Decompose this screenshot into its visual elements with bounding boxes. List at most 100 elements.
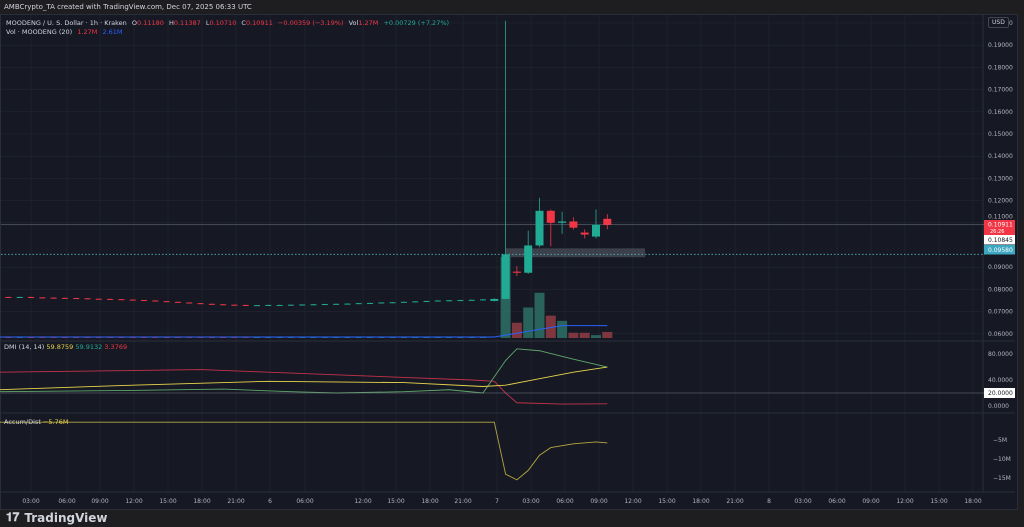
volume-bar: [61, 337, 68, 338]
volume-bar: [355, 337, 362, 338]
support-zone: [505, 248, 645, 258]
close-label: C: [241, 19, 246, 27]
volume-bar: [545, 315, 556, 338]
dmi-axis-label: 0.0000: [988, 403, 1009, 410]
accum-dist-line: [0, 421, 608, 481]
dmi-axis-label: 80.0000: [988, 351, 1013, 358]
candle-body: [355, 303, 362, 305]
price-tick-label: 0.12000: [988, 198, 1013, 205]
time-tick-label: 03:00: [794, 498, 811, 505]
dmi-plus-line: [0, 348, 608, 394]
ad-axis-label: −5M: [993, 437, 1007, 444]
candle-body: [378, 302, 385, 304]
candle-body: [50, 297, 57, 299]
high-value: 0.11387: [173, 19, 201, 27]
candle-body: [28, 296, 34, 298]
mid-price-label-bg: [984, 235, 1015, 245]
candle-body: [16, 296, 23, 298]
open-label: O: [131, 19, 137, 27]
volume-bar: [242, 337, 249, 338]
last-price-label: 0.10911: [988, 222, 1013, 229]
candle-body: [321, 304, 328, 306]
ad-label[interactable]: Accum/Dist: [4, 418, 41, 426]
candle-body: [118, 299, 125, 301]
candle-body: [61, 297, 68, 299]
candle-body: [163, 301, 170, 303]
price-tick-label: 0.07000: [988, 309, 1013, 316]
last-price-label-bg: [984, 220, 1015, 235]
currency-button[interactable]: USD: [988, 17, 1009, 28]
volume-bar: [50, 337, 57, 338]
open-value: 0.11180: [137, 19, 164, 27]
dmi-legend: DMI (14, 14) 59.8759 59.9132 3.3769: [4, 343, 127, 351]
candle-body: [242, 304, 249, 306]
volume-bar: [434, 337, 441, 338]
candle-body: [446, 300, 453, 302]
time-tick-label: 15:00: [930, 498, 947, 505]
candle-body: [480, 299, 486, 301]
candle-body: [220, 304, 227, 306]
candle-body: [434, 300, 441, 302]
volume-bar: [310, 337, 317, 338]
volume-bar: [186, 337, 193, 338]
vol-change: +0.00729 (+7.27%): [383, 19, 450, 27]
time-tick-label: 12:00: [125, 498, 142, 505]
volume-bar: [95, 337, 102, 338]
price-tick-label: 0.09000: [988, 264, 1013, 271]
ad-value: −5.76M: [42, 418, 69, 426]
volume-bar: [321, 337, 328, 338]
brand-name: TradingView: [24, 510, 108, 525]
volume-bar: [84, 337, 91, 338]
candle-body: [412, 301, 419, 303]
candle-body: [5, 296, 12, 298]
volume-bar: [344, 337, 351, 338]
candle-body: [107, 298, 114, 300]
volume-bar: [423, 337, 430, 338]
time-tick-label: 15:00: [159, 498, 176, 505]
candle-body: [333, 303, 340, 305]
low-label: L: [205, 19, 210, 27]
candle-body: [152, 300, 159, 302]
volume-bar: [174, 337, 181, 338]
symbol-name[interactable]: MOODENG / U. S. Dollar · 1h · Kraken: [6, 19, 127, 27]
volume-bar: [129, 337, 136, 338]
volume-bar: [568, 332, 579, 338]
volume-bar: [118, 337, 125, 338]
dmi-label[interactable]: DMI (14, 14): [4, 343, 45, 351]
candle-body: [265, 304, 272, 306]
volume-bar: [591, 335, 601, 338]
vol-label: Vol: [348, 19, 359, 27]
price-tick-label: 0.13000: [988, 175, 1013, 182]
candle-body: [457, 300, 464, 302]
close-value: 0.10911: [245, 19, 273, 27]
dmi-axis-label: 40.0000: [988, 377, 1013, 384]
tradingview-logo-icon: 𝟏𝟕: [6, 510, 20, 524]
level-price-label: 0.09580: [988, 247, 1013, 254]
candle-body: [129, 299, 136, 301]
volume-bar: [446, 337, 453, 338]
volume-bar: [557, 320, 568, 338]
time-tick-label: 7: [495, 498, 499, 505]
volume-indicator-label[interactable]: Vol · MOODENG (20): [6, 28, 73, 36]
candle-body: [535, 210, 544, 246]
ad-axis-label: −10M: [993, 456, 1011, 463]
price-tick-label: 0.18000: [988, 64, 1013, 71]
candle-body: [174, 301, 181, 303]
volume-bar: [333, 337, 340, 338]
candle-body: [197, 303, 204, 305]
time-tick-label: 09:00: [590, 498, 607, 505]
time-tick-label: 12:00: [624, 498, 641, 505]
volume-bar: [5, 337, 12, 338]
volume-bar: [389, 337, 396, 338]
volume-bar: [73, 337, 80, 338]
dmi-adx-line: [0, 366, 608, 391]
candle-body: [512, 271, 521, 273]
volume-bar: [412, 337, 419, 338]
price-tick-label: 0.11000: [988, 214, 1013, 221]
volume-bar: [28, 337, 34, 338]
candle-body: [208, 303, 215, 305]
ad-legend: Accum/Dist −5.76M: [4, 418, 68, 426]
volume-bar: [468, 337, 475, 338]
dmi-minus-line: [0, 369, 608, 405]
